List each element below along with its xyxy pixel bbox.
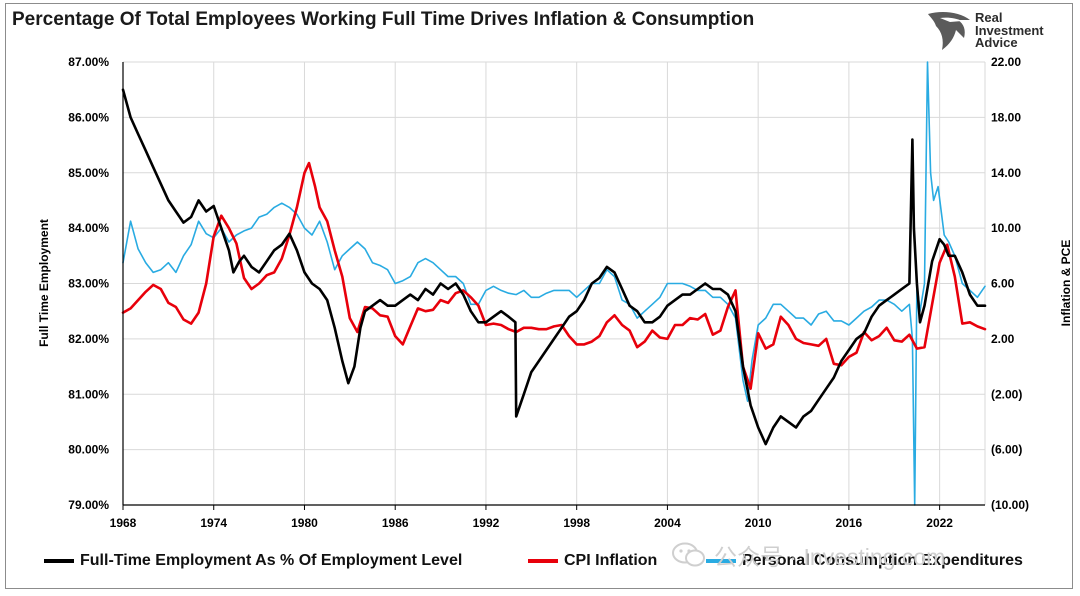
y2-tick-label: 14.00 — [991, 166, 1021, 180]
watermark: 公众号 · Investing.com — [672, 538, 945, 572]
legend-item-employment: Full-Time Employment As % Of Employment … — [44, 550, 462, 572]
x-tick-label: 2022 — [926, 516, 953, 530]
watermark-text: 公众号 · Investing.com — [714, 544, 946, 570]
series-line-cpi — [121, 161, 987, 391]
tick-labels: 79.00% 80.00% 81.00% 82.00% 83.00% 84.00% 85.0… — [68, 55, 1029, 530]
y-tick-label: 87.00% — [68, 55, 109, 69]
eagle-head-icon — [928, 12, 970, 50]
y2-tick-label: (6.00) — [991, 443, 1022, 457]
legend-item-pce: Personal Consumption Expenditures — [706, 550, 1023, 572]
y2-tick-label: 10.00 — [991, 221, 1021, 235]
y2-axis-label: Inflation & PCE — [1059, 240, 1073, 327]
y-tick-label: 86.00% — [68, 110, 109, 124]
x-tick-label: 1968 — [110, 516, 137, 530]
y-tick-label: 81.00% — [68, 387, 109, 401]
x-tick-label: 2016 — [836, 516, 863, 530]
x-tick-label: 1998 — [563, 516, 590, 530]
y-tick-label: 79.00% — [68, 498, 109, 512]
legend-label-cpi: CPI Inflation — [564, 552, 658, 569]
series-line-employment — [121, 88, 987, 446]
x-tick-label: 1986 — [382, 516, 409, 530]
y2-tick-label: 22.00 — [991, 55, 1021, 69]
x-tick-label: 1974 — [200, 516, 227, 530]
chart-title: Percentage Of Total Employees Working Fu… — [12, 9, 755, 30]
x-tick-label: 1992 — [473, 516, 500, 530]
x-tick-label: 2010 — [745, 516, 772, 530]
legend-swatch-employment — [44, 559, 74, 563]
series-lines — [121, 61, 987, 506]
wechat-icon — [672, 542, 705, 567]
series-line-pce — [122, 61, 986, 506]
y-tick-label: 85.00% — [68, 166, 109, 180]
legend-item-cpi: CPI Inflation — [528, 550, 657, 572]
y-axis-label: Full Time Employment — [37, 219, 51, 347]
y-tick-label: 84.00% — [68, 221, 109, 235]
logo-line-3: Advice — [975, 35, 1018, 50]
y-tick-label: 83.00% — [68, 277, 109, 291]
legend-label-employment: Full-Time Employment As % Of Employment … — [80, 552, 463, 569]
y2-tick-label: 6.00 — [991, 277, 1015, 291]
axes — [122, 62, 985, 510]
y-tick-label: 80.00% — [68, 443, 109, 457]
legend-swatch-pce — [706, 559, 736, 563]
legend-label-pce: Personal Consumption Expenditures — [742, 552, 1023, 569]
logo-line-1: Real — [975, 10, 1003, 25]
logo-line-2: Investment — [975, 22, 1044, 38]
x-tick-label: 2004 — [654, 516, 681, 530]
y2-tick-label: (10.00) — [991, 498, 1029, 512]
grid-lines — [123, 61, 986, 505]
y2-tick-label: (2.00) — [991, 387, 1022, 401]
legend-swatch-cpi — [528, 559, 558, 563]
y2-tick-label: 2.00 — [991, 332, 1015, 346]
y-tick-label: 82.00% — [68, 332, 109, 346]
x-tick-label: 1980 — [291, 516, 318, 530]
logo-wordmark: Real Investment Advice — [975, 10, 1044, 50]
y2-tick-label: 18.00 — [991, 110, 1021, 124]
chart-frame — [5, 3, 1073, 589]
